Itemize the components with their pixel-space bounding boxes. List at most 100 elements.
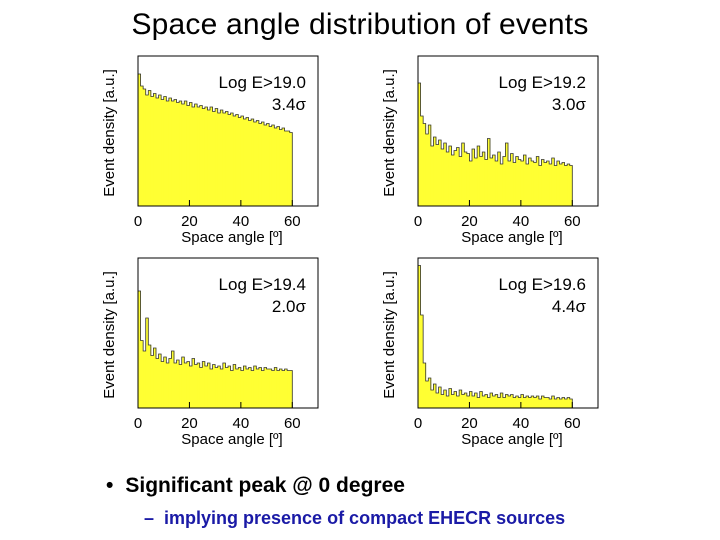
panel-3-bar-51 xyxy=(549,399,553,408)
panel-2-bar-46 xyxy=(256,369,260,408)
panel-1-bar-4 xyxy=(428,125,432,206)
panel-1-bar-59 xyxy=(569,165,573,206)
panel-2-xlabel: Space angle [º] xyxy=(181,431,282,448)
panel-3-bar-53 xyxy=(554,399,558,408)
panel-2-bar-21 xyxy=(192,358,195,408)
panel-2-bar-14 xyxy=(174,363,177,408)
panel-2-bar-30 xyxy=(215,367,219,408)
panel-1-bar-39 xyxy=(518,159,522,206)
panel-3-bar-3 xyxy=(425,381,429,408)
panel-0-bar-15 xyxy=(176,102,180,206)
panel-0-bar-3 xyxy=(145,95,149,206)
panel-3-bar-54 xyxy=(556,397,560,408)
panel-1-bar-49 xyxy=(544,162,547,206)
panel-1-bar-51 xyxy=(549,164,553,206)
panel-1-bar-2 xyxy=(423,123,427,206)
panel-1-bar-46 xyxy=(536,156,540,206)
panel-2-bar-27 xyxy=(207,363,211,408)
panel-0-bar-59 xyxy=(289,132,293,206)
panel-3-plot-area xyxy=(418,258,598,408)
panel-2-bar-59 xyxy=(289,370,293,408)
panel-1-bar-26 xyxy=(484,159,488,206)
panel-3-bar-36 xyxy=(510,394,514,408)
panel-2-bar-56 xyxy=(282,370,285,408)
panel-3-bar-23 xyxy=(477,397,481,408)
panel-2-bar-23 xyxy=(197,363,201,408)
panel-0-bar-8 xyxy=(158,95,162,206)
panel-3-bar-57 xyxy=(564,399,568,408)
panel-0-bar-25 xyxy=(202,108,206,206)
panel-2-bar-24 xyxy=(199,367,203,408)
panel-3-bar-31 xyxy=(497,397,501,408)
main-bullet: • Significant peak @ 0 degree xyxy=(106,474,405,498)
panel-1-bar-41 xyxy=(523,155,527,206)
panel-1-bar-23 xyxy=(477,146,481,206)
panel-0-significance-label: 3.4σ xyxy=(272,95,307,114)
panel-2-bar-42 xyxy=(246,369,249,408)
panel-0-bar-28 xyxy=(210,107,213,206)
panel-0-bar-40 xyxy=(240,116,244,206)
panel-1-bar-18 xyxy=(464,152,468,206)
panel-3-bar-15 xyxy=(456,396,460,408)
panel-0-bar-7 xyxy=(156,98,159,206)
main-bullet-text: Significant peak @ 0 degree xyxy=(125,474,405,497)
panel-1-bar-22 xyxy=(474,158,478,206)
panel-1-bar-33 xyxy=(502,156,506,206)
panel-2-bar-54 xyxy=(276,370,280,408)
panel-3-bar-44 xyxy=(531,396,535,408)
panel-3-bar-56 xyxy=(562,397,565,408)
panel-1-bar-52 xyxy=(551,158,555,206)
panel-2-bar-32 xyxy=(220,369,224,408)
panel-3-bar-59 xyxy=(569,399,573,408)
panel-0-bar-26 xyxy=(204,107,208,206)
panel-2-bar-51 xyxy=(269,369,273,408)
panel-0-frame xyxy=(137,55,319,207)
panel-0-bar-10 xyxy=(163,96,167,206)
panel-2-bar-49 xyxy=(264,367,267,408)
panel-1-bar-10 xyxy=(443,143,447,206)
panel-1-bar-29 xyxy=(492,155,496,206)
panel-1-bar-11 xyxy=(446,152,450,206)
panel-3-bar-22 xyxy=(474,393,478,408)
panel-2-bar-26 xyxy=(204,366,208,408)
panel-3-bar-24 xyxy=(479,391,483,408)
panel-2-bar-53 xyxy=(274,367,278,408)
panel-3-energy-label: Log E>19.6 xyxy=(499,275,586,294)
panel-3-bar-14 xyxy=(454,391,457,408)
panel-3-bar-11 xyxy=(446,396,450,408)
panel-2-bar-47 xyxy=(258,367,262,408)
panel-1-bar-24 xyxy=(479,156,483,206)
panel-2-bar-11 xyxy=(166,363,170,408)
panel-2-bar-43 xyxy=(248,367,252,408)
panel-0-bar-54 xyxy=(276,126,280,206)
panel-0-bar-19 xyxy=(186,105,190,206)
panel-1-bar-50 xyxy=(546,161,550,206)
panel-3-bar-0 xyxy=(418,265,421,408)
panel-3-bar-27 xyxy=(487,397,491,408)
panel-0-xtick-label-1: 20 xyxy=(181,213,198,230)
panel-0-bar-46 xyxy=(256,120,260,206)
panel-0-bar-35 xyxy=(228,114,231,206)
panel-3-bar-48 xyxy=(541,396,545,408)
panel-0-xtick-label-2: 40 xyxy=(233,213,250,230)
panel-3-bar-1 xyxy=(420,315,424,408)
panel-3-bar-5 xyxy=(430,390,434,408)
panel-0-bar-51 xyxy=(269,126,273,206)
panel-1-bar-21 xyxy=(472,149,475,206)
panel-3-bar-17 xyxy=(461,394,465,408)
panel-1-bar-8 xyxy=(438,140,442,206)
panel-3-bar-50 xyxy=(546,397,550,408)
panel-0-bar-33 xyxy=(222,113,226,206)
panel-1-bar-15 xyxy=(456,147,460,206)
panel-2-bar-39 xyxy=(238,367,242,408)
panel-2-bar-50 xyxy=(266,369,270,408)
panel-1-bar-28 xyxy=(490,158,493,206)
panel-3-bar-8 xyxy=(438,387,442,408)
panel-2-bar-6 xyxy=(153,348,157,408)
panel-3-bar-38 xyxy=(515,396,519,408)
panel-1-bar-3 xyxy=(425,134,429,206)
panel-2-bar-1 xyxy=(140,340,144,408)
panel-0-bar-12 xyxy=(168,98,172,206)
panel-3-xlabel: Space angle [º] xyxy=(461,431,562,448)
